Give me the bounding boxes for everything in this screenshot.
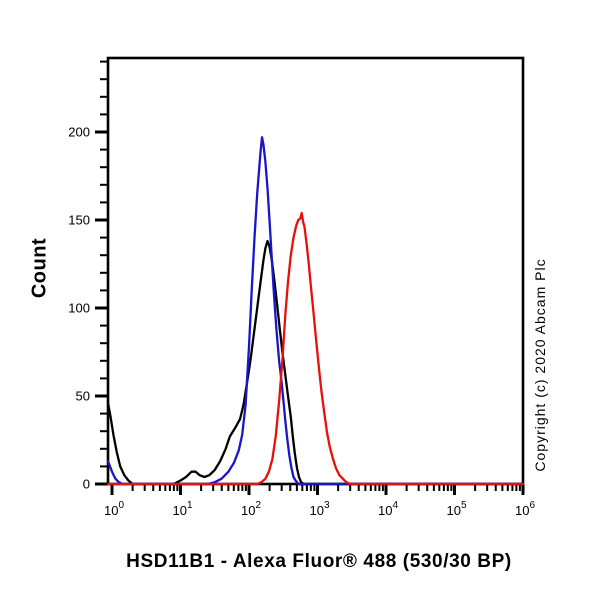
red-curve	[106, 211, 525, 486]
y-tick-label: 50	[76, 389, 90, 404]
x-tick-label: 102	[241, 500, 261, 518]
x-tick-label: 106	[515, 500, 535, 518]
y-tick-label: 100	[68, 301, 90, 316]
copyright-note: Copyright (c) 2020 Abcam Plc	[532, 258, 548, 472]
x-tick-label: 101	[172, 500, 192, 518]
x-tick-label: 105	[446, 500, 466, 518]
y-tick-label: 150	[68, 213, 90, 228]
x-tick-label: 100	[104, 500, 124, 518]
x-tick-label: 103	[309, 500, 329, 518]
x-tick-label: 104	[378, 500, 398, 518]
x-axis-title: HSD11B1 - Alexa Fluor® 488 (530/30 BP)	[126, 551, 512, 572]
plot-frame	[106, 56, 525, 486]
y-axis-title: Count	[28, 237, 51, 299]
black-curve	[106, 239, 525, 486]
blue-curve	[106, 136, 525, 486]
y-tick-label: 0	[83, 477, 90, 492]
y-tick-label: 200	[68, 125, 90, 140]
